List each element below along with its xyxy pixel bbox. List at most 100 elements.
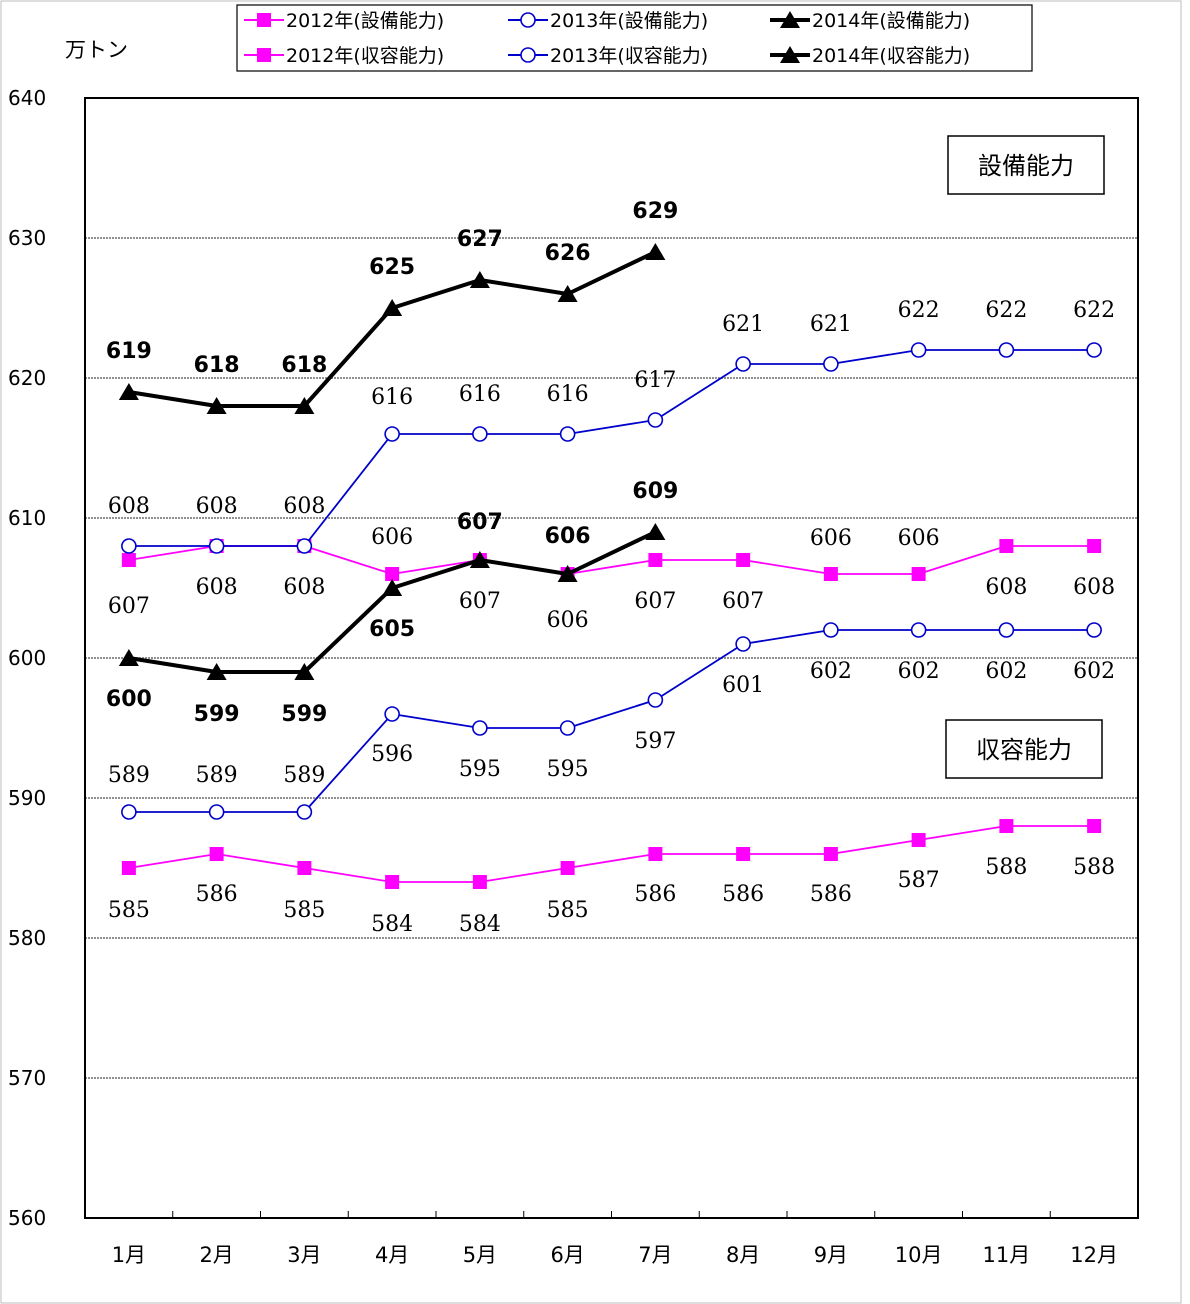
gridlines bbox=[85, 237, 1138, 1079]
data-label-2013-equipment-5: 616 bbox=[459, 382, 501, 407]
point-2014-equipment-1 bbox=[118, 383, 139, 400]
legend-item-2013-capacity: 2013年(収容能力) bbox=[508, 45, 708, 67]
data-label-2013-capacity-4: 596 bbox=[371, 742, 413, 767]
data-label-2013-equipment-11: 622 bbox=[985, 298, 1027, 323]
series-2013-equipment bbox=[121, 342, 1102, 554]
point-2013-equipment-4 bbox=[384, 426, 400, 442]
point-2013-equipment-9 bbox=[823, 356, 839, 372]
legend-item-2014-equipment: 2014年(設備能力) bbox=[770, 10, 970, 32]
series-line-2013-equipment bbox=[128, 349, 1095, 547]
point-2014-capacity-1 bbox=[118, 649, 139, 666]
point-2013-capacity-12 bbox=[1086, 622, 1102, 638]
point-2013-capacity-6 bbox=[559, 720, 576, 736]
legend-marker-2013-capacity bbox=[520, 47, 536, 63]
point-2013-capacity-10 bbox=[910, 622, 927, 638]
point-2012-capacity-1 bbox=[121, 861, 136, 875]
point-2014-capacity-6 bbox=[557, 565, 578, 582]
annotation-equipment: 設備能力 bbox=[947, 135, 1105, 195]
x-tick-label-4: 4月 bbox=[375, 1243, 409, 1267]
point-2013-equipment-3 bbox=[296, 538, 313, 554]
point-2014-capacity-5 bbox=[469, 551, 490, 568]
point-2012-capacity-4 bbox=[385, 875, 400, 889]
data-label-2012-capacity-4: 584 bbox=[371, 912, 413, 937]
y-unit-label: 万トン bbox=[65, 38, 128, 62]
point-2012-capacity-6 bbox=[560, 861, 575, 875]
data-label-2014-equipment-4: 625 bbox=[369, 255, 415, 280]
series-line-2013-capacity bbox=[128, 629, 1095, 813]
legend-label-2014-capacity: 2014年(収容能力) bbox=[812, 45, 970, 67]
axes: 560 570 580 590 600 610 620 630 640 1月 2月 3月 4月 5月 6月 7… bbox=[8, 86, 1118, 1267]
data-label-2012-equipment-11: 608 bbox=[985, 575, 1027, 600]
data-label-2013-equipment-1: 608 bbox=[108, 494, 150, 519]
data-label-2012-capacity-3: 585 bbox=[283, 898, 325, 923]
series-2012-capacity bbox=[121, 819, 1102, 889]
legend-marker-2012-capacity bbox=[257, 48, 271, 62]
point-2012-equipment-4 bbox=[385, 567, 400, 581]
data-label-2012-capacity-10: 587 bbox=[898, 868, 940, 893]
data-label-2014-capacity-7: 609 bbox=[632, 479, 678, 504]
series-2014-equipment bbox=[118, 243, 666, 414]
data-label-2012-capacity-12: 588 bbox=[1073, 855, 1115, 880]
annotation-box-2 bbox=[945, 719, 1103, 779]
legend-marker-2012-equipment bbox=[257, 13, 271, 27]
data-label-2013-capacity-6: 595 bbox=[547, 757, 589, 782]
data-label-2013-equipment-8: 621 bbox=[722, 312, 764, 337]
point-2013-equipment-5 bbox=[472, 426, 488, 442]
legend-item-2012-equipment: 2012年(設備能力) bbox=[244, 10, 444, 32]
x-tick-label-9: 9月 bbox=[814, 1243, 848, 1267]
y-tick-label-640: 640 bbox=[8, 86, 46, 110]
point-2013-capacity-4 bbox=[384, 706, 400, 722]
data-label-2014-capacity-4: 605 bbox=[369, 617, 415, 642]
point-2013-equipment-2 bbox=[208, 538, 225, 554]
x-tick-label-3: 3月 bbox=[287, 1243, 321, 1267]
data-label-2012-equipment-4: 606 bbox=[371, 525, 413, 550]
point-2013-capacity-1 bbox=[121, 804, 137, 820]
data-label-2014-capacity-3: 599 bbox=[281, 702, 327, 727]
annotation-text-1: 設備能力 bbox=[978, 152, 1074, 180]
x-tick-label-7: 7月 bbox=[638, 1243, 672, 1267]
point-2014-capacity-7 bbox=[645, 523, 666, 540]
x-tick-label-11: 11月 bbox=[983, 1243, 1031, 1267]
legend-label-2012-equipment: 2012年(設備能力) bbox=[286, 10, 444, 32]
data-label-2014-equipment-5: 627 bbox=[457, 227, 503, 252]
annotation-capacity: 収容能力 bbox=[945, 719, 1103, 779]
data-label-2013-capacity-1: 589 bbox=[108, 763, 150, 788]
data-label-2013-capacity-3: 589 bbox=[283, 763, 325, 788]
point-2013-capacity-9 bbox=[823, 622, 839, 638]
legend-label-2012-capacity: 2012年(収容能力) bbox=[286, 45, 444, 67]
point-2013-equipment-6 bbox=[559, 426, 576, 442]
point-2014-equipment-7 bbox=[645, 243, 666, 260]
data-label-2012-equipment-8: 607 bbox=[722, 589, 764, 614]
data-label-2012-equipment-2: 608 bbox=[196, 575, 238, 600]
point-2013-equipment-11 bbox=[998, 342, 1015, 358]
data-label-2012-equipment-1: 607 bbox=[108, 594, 150, 619]
point-2013-equipment-12 bbox=[1086, 342, 1102, 358]
series-line-2012-capacity bbox=[128, 825, 1095, 883]
data-label-2012-capacity-7: 586 bbox=[634, 882, 676, 907]
y-tick-label-610: 610 bbox=[8, 506, 46, 530]
series-2013-capacity bbox=[121, 622, 1102, 820]
data-label-2012-equipment-7: 607 bbox=[634, 589, 676, 614]
point-2012-equipment-8 bbox=[736, 553, 751, 567]
point-2012-capacity-10 bbox=[911, 833, 926, 847]
data-label-2013-equipment-10: 622 bbox=[898, 298, 940, 323]
point-2012-capacity-11 bbox=[999, 819, 1014, 833]
point-2014-equipment-2 bbox=[206, 397, 227, 414]
annotation-text-2: 収容能力 bbox=[976, 736, 1072, 764]
x-tick-label-5: 5月 bbox=[463, 1243, 497, 1267]
point-2014-equipment-6 bbox=[557, 285, 578, 302]
data-label-2012-capacity-6: 585 bbox=[547, 898, 589, 923]
x-tick-label-8: 8月 bbox=[726, 1243, 760, 1267]
x-tick-label-10: 10月 bbox=[895, 1243, 943, 1267]
series bbox=[118, 243, 1102, 889]
point-2014-capacity-2 bbox=[206, 663, 227, 680]
y-tick-label-560: 560 bbox=[8, 1206, 46, 1230]
legend-box bbox=[236, 4, 1033, 72]
data-label-2012-capacity-9: 586 bbox=[810, 882, 852, 907]
point-2012-capacity-5 bbox=[472, 875, 487, 889]
data-label-2013-equipment-6: 616 bbox=[547, 382, 589, 407]
legend-label-2013-equipment: 2013年(設備能力) bbox=[550, 10, 708, 32]
data-label-2014-equipment-7: 629 bbox=[632, 199, 678, 224]
